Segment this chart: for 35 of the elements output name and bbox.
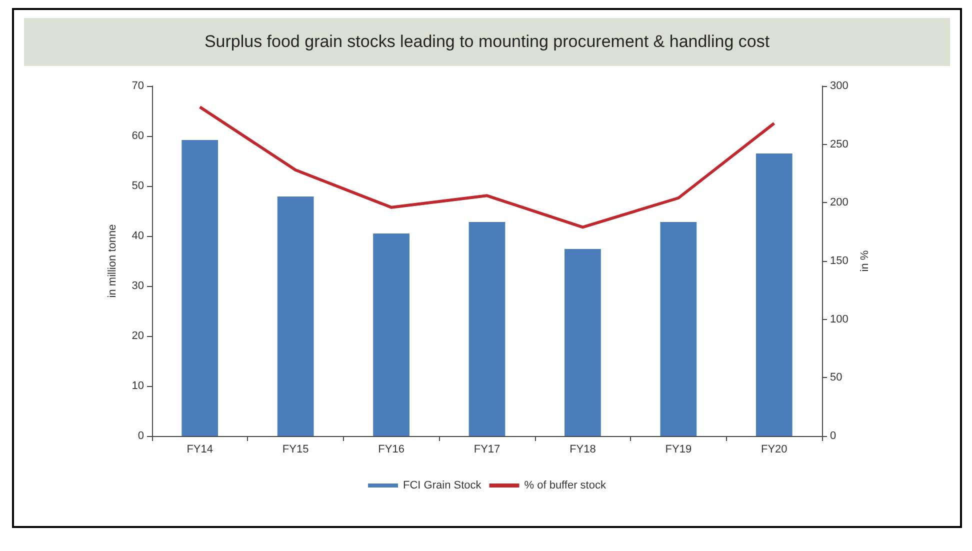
x-tick-label: FY19 — [665, 444, 692, 456]
x-tick-label: FY14 — [186, 444, 214, 456]
y2-tick-label: 0 — [830, 430, 836, 442]
line-series — [198, 106, 776, 229]
y-tick-label: 70 — [132, 80, 144, 92]
bar — [756, 154, 792, 436]
x-tick-label: FY20 — [760, 444, 788, 456]
y-tick-label: 40 — [132, 230, 144, 242]
bar — [468, 222, 506, 436]
y-tick-label: 0 — [138, 430, 144, 442]
y2-tick-label: 150 — [830, 255, 848, 267]
x-tick-label: FY18 — [570, 444, 596, 456]
y2-axis-title: in % — [858, 250, 871, 272]
x-tick-label: FY17 — [474, 444, 500, 456]
y2-tick-label: 250 — [830, 138, 848, 150]
y-tick-label: 10 — [132, 380, 144, 392]
bar — [182, 140, 218, 436]
y-tick-label: 50 — [132, 180, 144, 192]
y2-tick-label: 200 — [830, 196, 848, 209]
legend-label: FCI Grain Stock — [403, 480, 482, 492]
y2-tick-label: 100 — [830, 313, 848, 326]
chart-title: Surplus food grain stocks leading to mounting procurement & handling cost — [24, 18, 950, 66]
y-tick-label: 30 — [132, 280, 144, 292]
y2-tick-label: 300 — [830, 80, 848, 92]
bar — [277, 196, 314, 436]
y-tick-label: 20 — [132, 330, 144, 342]
y2-tick-label: 50 — [830, 372, 842, 384]
x-tick-label: FY16 — [378, 444, 404, 456]
bar — [564, 249, 601, 436]
x-tick-label: FY15 — [282, 444, 309, 456]
y-tick-label: 60 — [132, 130, 144, 142]
bar — [373, 234, 410, 436]
y-axis-title: in million tonne — [106, 224, 118, 298]
legend-label: % of buffer stock — [524, 480, 606, 492]
bar — [660, 222, 697, 436]
